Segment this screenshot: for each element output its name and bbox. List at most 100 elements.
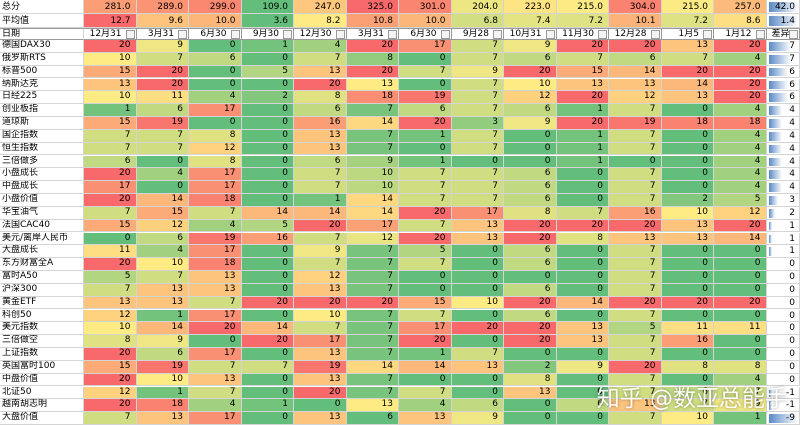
diff-value: 4 (789, 105, 795, 116)
data-cell: 7 (609, 348, 662, 361)
summary-cell: 223.0 (504, 0, 557, 14)
data-cell: 7 (609, 129, 662, 143)
data-cell: 6 (504, 258, 557, 271)
data-cell: 7 (609, 104, 662, 117)
filter-button[interactable] (545, 29, 555, 39)
diff-value: 4 (789, 182, 795, 193)
data-cell: 0 (136, 155, 189, 169)
diff-bar (768, 196, 779, 205)
row-label: 恒生指数 (0, 142, 84, 156)
data-cell: 10 (451, 296, 504, 310)
diff-bar (768, 414, 798, 423)
data-cell: 13 (451, 360, 504, 374)
data-cell: 20 (294, 219, 347, 233)
data-cell: 17 (189, 245, 242, 259)
diff-value: 3 (789, 195, 795, 205)
filter-button[interactable] (178, 29, 187, 39)
data-cell: 10 (84, 91, 137, 105)
data-cell: 8 (556, 232, 609, 246)
data-cell: 20 (609, 219, 662, 233)
data-cell: 20 (451, 322, 504, 336)
data-cell: 1 (714, 412, 767, 425)
data-cell: 20 (504, 322, 557, 336)
data-cell: 17 (189, 168, 242, 182)
row-label: 东方财富全A (0, 258, 84, 271)
data-cell: 13 (556, 335, 609, 348)
data-cell: 0 (189, 40, 242, 53)
filter-button[interactable] (335, 29, 345, 39)
filter-button[interactable] (755, 29, 765, 39)
filter-button[interactable] (703, 29, 712, 39)
data-cell: 0 (504, 155, 557, 169)
data-cell: 17 (189, 181, 242, 194)
data-cell: 0 (661, 155, 714, 169)
data-cell: 20 (399, 206, 452, 220)
filter-button[interactable] (650, 29, 660, 39)
data-cell: 0 (556, 348, 609, 361)
data-cell: 19 (136, 360, 189, 374)
data-cell: 0 (504, 412, 557, 425)
data-cell: 16 (609, 206, 662, 220)
data-cell: 20 (714, 219, 767, 233)
data-cell: 20 (84, 348, 137, 361)
data-cell: 13 (294, 65, 347, 79)
data-cell: 0 (294, 399, 347, 413)
data-cell: 0 (241, 386, 294, 400)
data-cell: 13 (609, 399, 662, 413)
data-cell: 7 (346, 258, 399, 271)
data-cell: 20 (346, 296, 399, 310)
data-cell: 0 (84, 232, 137, 246)
data-cell: 6 (504, 181, 557, 194)
filter-button[interactable] (440, 29, 450, 39)
data-cell: 0 (241, 194, 294, 207)
filter-button[interactable] (283, 29, 292, 39)
data-cell: 14 (241, 322, 294, 336)
data-cell: 13 (189, 283, 242, 297)
row-label: 北证50 (0, 386, 84, 400)
row-label: 德国DAX30 (0, 40, 84, 53)
data-cell: 0 (504, 399, 557, 413)
column-header: 3月31 (346, 28, 399, 40)
data-cell: 12 (714, 206, 767, 220)
data-cell: 13 (84, 296, 137, 310)
data-cell: 1 (556, 104, 609, 117)
data-cell: 7 (399, 181, 452, 194)
data-cell: 19 (189, 232, 242, 246)
summary-cell: 6.8 (451, 14, 504, 28)
summary-cell: 7.4 (504, 14, 557, 28)
diff-value: 4 (789, 130, 795, 141)
filter-button[interactable] (789, 29, 798, 39)
filter-button[interactable] (230, 29, 240, 39)
diff-bar (768, 183, 782, 192)
data-cell: 7 (451, 91, 504, 105)
data-cell: 0 (556, 283, 609, 297)
data-cell: 20 (399, 335, 452, 348)
row-label: 创业板指 (0, 104, 84, 117)
diff-bar (768, 67, 789, 77)
filter-button[interactable] (493, 29, 502, 39)
data-cell: 10 (346, 168, 399, 182)
row-label: 越南胡志明 (0, 399, 84, 413)
summary-cell: 7.2 (661, 14, 714, 28)
data-cell: 8 (346, 52, 399, 66)
row-label: 国企指数 (0, 129, 84, 143)
filter-button[interactable] (598, 29, 607, 39)
row-label: 富时A50 (0, 271, 84, 284)
data-cell: 0 (714, 335, 767, 348)
row-label: 英国富时100 (0, 360, 84, 374)
data-cell: 17 (346, 219, 399, 233)
filter-button[interactable] (388, 29, 397, 39)
data-cell: 6 (504, 283, 557, 297)
data-cell: 4 (714, 129, 767, 143)
data-cell: 0 (556, 194, 609, 207)
data-cell: 12 (346, 232, 399, 246)
diff-value: -9 (786, 413, 795, 424)
data-cell: 0 (556, 412, 609, 425)
data-cell: 20 (556, 91, 609, 105)
summary-cell: 10.0 (399, 14, 452, 28)
data-cell: 20 (714, 65, 767, 79)
data-cell: 13 (609, 232, 662, 246)
data-cell: 13 (189, 271, 242, 284)
data-cell: 13 (346, 399, 399, 413)
filter-button[interactable] (125, 29, 135, 39)
